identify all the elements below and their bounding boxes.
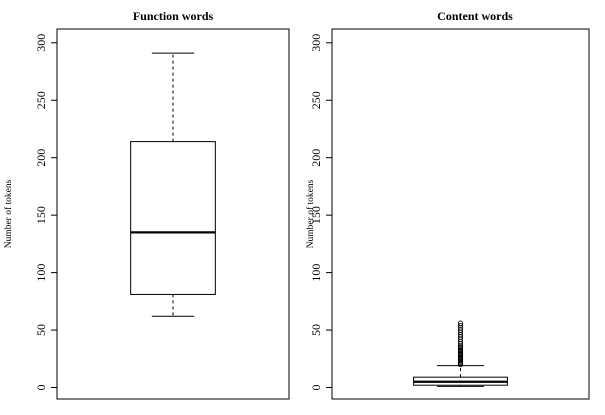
y-tick-label: 100 — [309, 264, 323, 282]
y-tick-label: 250 — [309, 91, 323, 109]
chart-title: Content words — [437, 9, 513, 23]
y-tick-label: 300 — [309, 34, 323, 52]
boxplot-panel-1: Function words Number of tokens 0 50 100 150 2… — [3, 9, 290, 400]
y-axis-label: Number of tokens — [3, 179, 14, 248]
y-tick-label: 200 — [34, 149, 48, 167]
y-tick-label: 100 — [34, 264, 48, 282]
y-tick-label: 0 — [34, 385, 48, 391]
y-tick-label: 300 — [34, 34, 48, 52]
y-tick-label: 0 — [309, 385, 323, 391]
y-tick-label: 50 — [309, 324, 323, 336]
chart-title: Function words — [133, 9, 214, 23]
y-tick-label: 250 — [34, 91, 48, 109]
y-axis-label: Number of tokens — [305, 179, 316, 248]
y-tick-label: 50 — [34, 324, 48, 336]
plot-frame — [331, 28, 590, 400]
y-tick-label: 200 — [309, 149, 323, 167]
y-tick-label: 150 — [309, 206, 323, 224]
outlier-point — [457, 322, 464, 329]
y-tick-label: 150 — [34, 206, 48, 224]
interquartile-box — [130, 141, 216, 295]
plot-frame — [56, 28, 290, 400]
boxplot-panel-2: Content words Number of tokens 0 50 100 150 20… — [305, 9, 590, 400]
outlier-point — [457, 320, 464, 326]
